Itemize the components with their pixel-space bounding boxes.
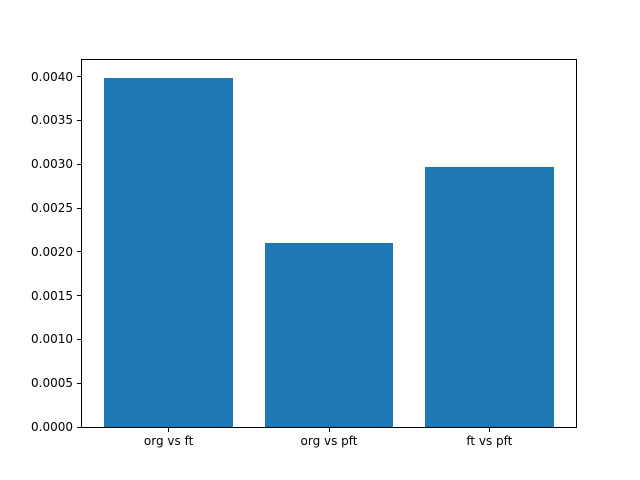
y-tick-label-0.0010: 0.0010 [31, 332, 73, 347]
y-tick-label-0.0015: 0.0015 [31, 288, 73, 303]
y-tick-label-0.0025: 0.0025 [31, 201, 73, 216]
x-tick-label-org-vs-ft: org vs ft [143, 434, 194, 448]
bar-org-vs-pft [264, 243, 394, 427]
y-tick-0.0030 [77, 163, 81, 165]
x-tick-label-org-vs-pft: org vs pft [300, 434, 358, 448]
y-tick-0.0000 [77, 426, 81, 428]
y-tick-label-0.0005: 0.0005 [31, 376, 73, 391]
x-tick-ft-vs-pft [488, 428, 490, 432]
plot-area: org vs ft org vs pft ft vs pft 0.0000 0.0005… [31, 59, 577, 447]
y-tick-label-0.0035: 0.0035 [31, 113, 73, 128]
x-tick-label-ft-vs-pft: ft vs pft [466, 434, 513, 448]
y-tick-0.0040 [77, 76, 81, 78]
y-tick-label-0.0040: 0.0040 [31, 69, 73, 84]
bar-ft-vs-pft [425, 166, 554, 427]
y-tick-0.0005 [77, 382, 81, 384]
y-tick-0.0020 [77, 251, 81, 253]
y-tick-0.0015 [77, 295, 81, 297]
y-tick-0.0035 [77, 119, 81, 121]
bar-org-vs-ft [104, 77, 233, 427]
y-tick-label-0.0030: 0.0030 [31, 157, 73, 172]
x-tick-org-vs-pft [328, 428, 330, 432]
y-tick-0.0025 [77, 207, 81, 209]
y-tick-0.0010 [77, 338, 81, 340]
x-tick-org-vs-ft [168, 428, 170, 432]
y-tick-label-0.0020: 0.0020 [31, 244, 73, 259]
y-tick-label-0.0000: 0.0000 [31, 420, 73, 434]
